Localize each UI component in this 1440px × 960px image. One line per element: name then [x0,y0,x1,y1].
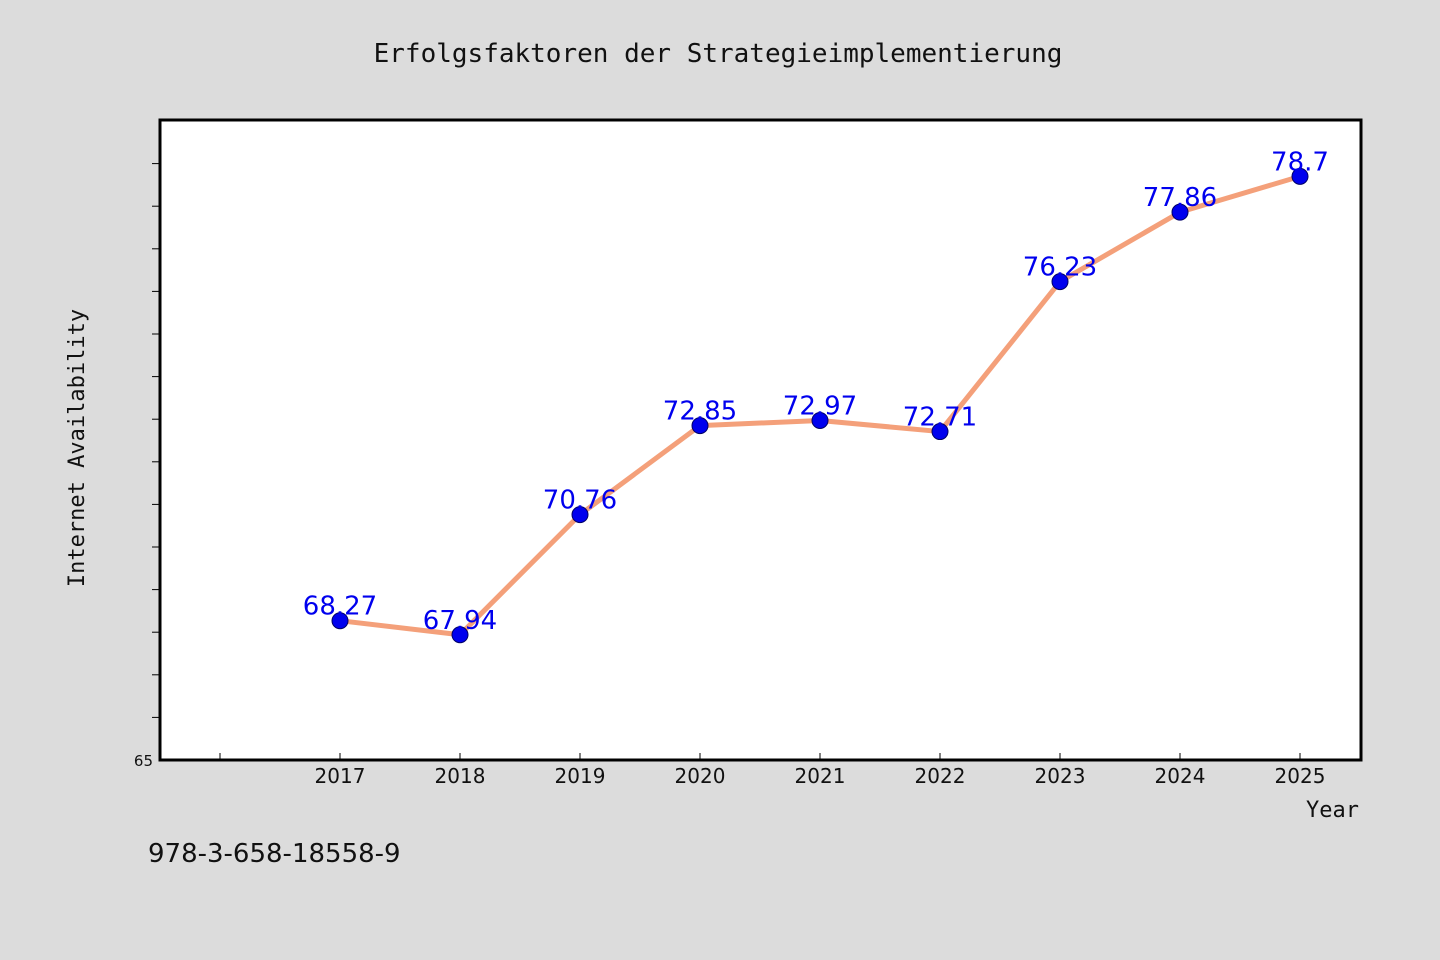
x-tick-label: 2024 [1155,764,1206,788]
x-tick-label: 2023 [1035,764,1086,788]
data-point [931,423,949,441]
y-tick-label: 65 [134,752,153,770]
data-point [331,612,349,630]
x-tick-label: 2017 [315,764,366,788]
x-tick-labels: 2017 2018 2019 2020 2021 2022 2023 2024 2025 [315,764,1326,788]
chart-title: Erfolgsfaktoren der Strategieimplementie… [374,39,1063,69]
data-point [571,506,589,524]
data-point [1051,273,1069,291]
x-tick-label: 2018 [435,764,486,788]
plot-area [158,118,1363,762]
isbn-footer: 978-3-658-18558-9 [148,839,401,869]
y-axis-ticks [152,163,160,718]
data-label: 72.71 [903,403,977,433]
x-tick-label: 2025 [1275,764,1326,788]
x-tick-label: 2021 [795,764,846,788]
x-tick-label: 2022 [915,764,966,788]
x-tick-label: 2020 [675,764,726,788]
data-label: 76.23 [1023,253,1097,283]
data-label: 70.76 [543,486,617,516]
data-point [691,417,709,435]
data-label: 67.94 [423,606,497,636]
x-tick-label: 2019 [555,764,606,788]
data-point [811,411,829,429]
data-label: 78.7 [1271,147,1329,177]
data-point [451,626,469,644]
x-axis-title: Year [1306,798,1359,823]
data-label: 72.85 [663,397,737,427]
data-label: 68.27 [303,592,377,622]
x-axis-ticks [219,753,1301,760]
data-label: 77.86 [1143,183,1217,213]
data-point [1171,203,1189,221]
data-label: 72.97 [783,391,857,421]
data-point [1291,167,1309,185]
series-markers [331,167,1309,644]
y-axis-title: Internet Availability [65,309,90,587]
data-labels: 68.27 67.94 70.76 72.85 72.97 72.71 76.23 77.86… [303,147,1329,635]
